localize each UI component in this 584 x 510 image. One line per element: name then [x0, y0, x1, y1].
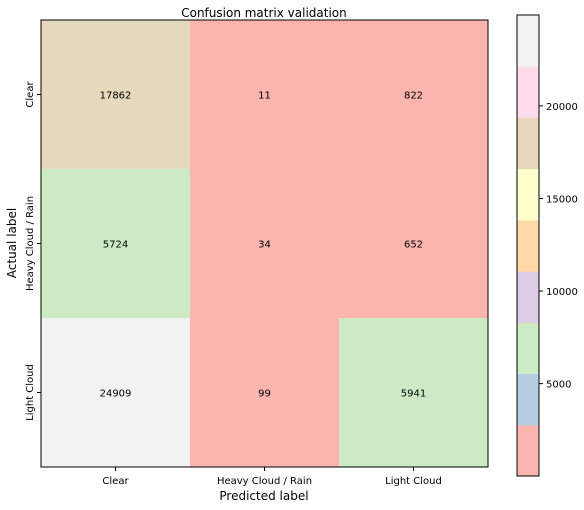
colorbar-segment — [517, 424, 539, 477]
heatmap-cell — [339, 169, 489, 319]
y-axis-ticks: Clear Heavy Cloud / Rain Light Cloud — [25, 81, 41, 421]
cell-value-label: 652 — [404, 240, 423, 251]
cell-value-label: 99 — [258, 389, 271, 400]
colorbar-segment — [517, 219, 539, 272]
cell-value-label: 34 — [258, 240, 271, 251]
cell-value-label: 11 — [258, 91, 271, 102]
chart-title: Confusion matrix validation — [181, 6, 347, 20]
colorbar-tick-label: 15000 — [546, 194, 578, 205]
colorbar-segment — [517, 322, 539, 375]
cell-value-label: 17862 — [100, 91, 132, 102]
heatmap-cell — [41, 318, 191, 468]
colorbar-tick-label: 5000 — [546, 380, 571, 391]
colorbar-ticks: 5000 10000 15000 20000 — [539, 102, 578, 391]
x-axis-ticks: Clear Heavy Cloud / Rain Light Cloud — [102, 467, 442, 487]
heatmap-cells — [41, 20, 489, 468]
colorbar-tick-label: 20000 — [546, 102, 578, 113]
colorbar-segment — [517, 66, 539, 118]
colorbar-frame — [516, 14, 540, 477]
colorbar-segment — [517, 15, 539, 67]
cell-value-label: 24909 — [100, 389, 132, 400]
cell-value-label: 5724 — [103, 240, 128, 251]
y-tick-label: Clear — [25, 81, 36, 108]
colorbar — [517, 15, 539, 477]
x-tick-label: Clear — [102, 476, 129, 487]
heatmap-cell — [190, 318, 340, 468]
heatmap-cell — [339, 20, 489, 170]
y-tick-label: Heavy Cloud / Rain — [25, 196, 36, 291]
x-tick-label: Heavy Cloud / Rain — [217, 476, 312, 487]
x-tick-label: Light Cloud — [385, 476, 442, 487]
y-axis-label: Actual label — [5, 208, 19, 278]
colorbar-tick-label: 10000 — [546, 287, 578, 298]
heatmap-cell — [339, 318, 489, 468]
cell-value-label: 822 — [404, 91, 423, 102]
heatmap-cell-labels: 17862 11 822 5724 34 652 24909 99 5941 — [100, 91, 427, 400]
heatmap-cell — [190, 169, 340, 319]
heatmap-cell — [190, 20, 340, 170]
y-tick-label: Light Cloud — [25, 364, 36, 421]
x-axis-label: Predicted label — [219, 489, 308, 503]
colorbar-segment — [517, 373, 539, 426]
colorbar-segment — [517, 117, 539, 170]
heatmap-cell — [41, 169, 191, 319]
colorbar-segment — [517, 168, 539, 221]
colorbar-segment — [517, 271, 539, 323]
cell-value-label: 5941 — [401, 389, 426, 400]
heatmap-cell — [41, 20, 191, 170]
